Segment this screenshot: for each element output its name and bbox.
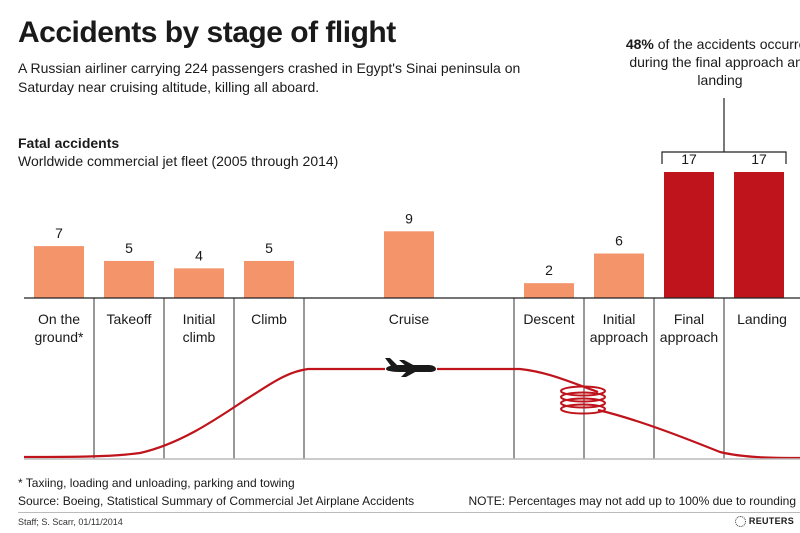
spiral-loop [560,391,606,403]
bar [174,268,224,298]
stage-dividers [93,298,725,459]
holding-spiral-icon [560,385,606,415]
bar [34,246,84,298]
category-label: approach [590,329,648,345]
spiral-loop [560,397,606,409]
bar-value-label: 2 [545,262,553,278]
category-label: climb [183,329,216,345]
bar [594,253,644,298]
category-label: Final [674,311,704,327]
reuters-logo-icon [734,516,746,528]
flight-path-landing [597,408,800,460]
brand-name: REUTERS [748,516,794,526]
bar [524,283,574,298]
credit-line: Staff; S. Scarr, 01/11/2014 [18,517,123,527]
category-label: Cruise [389,311,430,327]
airplane-icon [385,358,436,377]
category-label: Climb [251,311,287,327]
callout-percent: 48% [625,36,654,52]
bar-value-label: 17 [681,151,697,167]
category-label: Descent [523,311,574,327]
rounding-note: NOTE: Percentages may not add up to 100%… [468,494,796,508]
bar-value-label: 7 [55,225,63,241]
page-title: Accidents by stage of flight [18,16,396,49]
bar-value-label: 6 [615,233,623,249]
bar [384,231,434,298]
category-label: approach [660,329,718,345]
callout-annotation: 48% of the accidents occurred during the… [620,35,800,89]
source-note: Source: Boeing, Statistical Summary of C… [18,494,415,508]
bar [734,172,784,298]
footnote: * Taxiing, loading and unloading, parkin… [18,476,295,490]
chart-section-title: Fatal accidents [18,135,120,151]
spiral-loop [560,385,606,397]
category-label: On the [38,311,80,327]
bars-layer: 7 5 4 5 9 2 6 17 17 [34,151,784,298]
airplane-fuselage [386,365,436,372]
category-label: Initial [183,311,216,327]
callout-bracket [661,98,787,164]
flight-path-climb [23,367,385,459]
category-label: Takeoff [107,311,152,327]
page-subtitle: A Russian airliner carrying 224 passenge… [18,60,521,95]
bar-value-label: 4 [195,247,203,263]
category-labels: On the ground* Takeoff Initial climb Climb Cru… [34,311,786,345]
footer-divider [18,512,800,513]
chart-section-subtitle: Worldwide commercial jet fleet (2005 thr… [18,153,339,169]
bar [104,260,154,298]
bar-value-label: 5 [265,240,273,256]
category-label: Initial [603,311,636,327]
spiral-loop [560,403,606,415]
airplane-tail [385,358,398,366]
brand-logo: REUTERS [734,516,794,528]
bar-value-label: 9 [405,210,413,226]
airplane-wings [399,360,417,377]
bar-value-label: 17 [751,151,767,167]
callout-text: of the accidents occurred during the fin… [629,36,800,88]
flight-path-descent [437,367,599,394]
bar [664,172,714,298]
category-label: Landing [737,311,787,327]
bar-value-label: 5 [125,240,133,256]
flight-path-layer [23,358,800,460]
category-label: ground* [34,329,84,345]
bar [244,260,294,298]
